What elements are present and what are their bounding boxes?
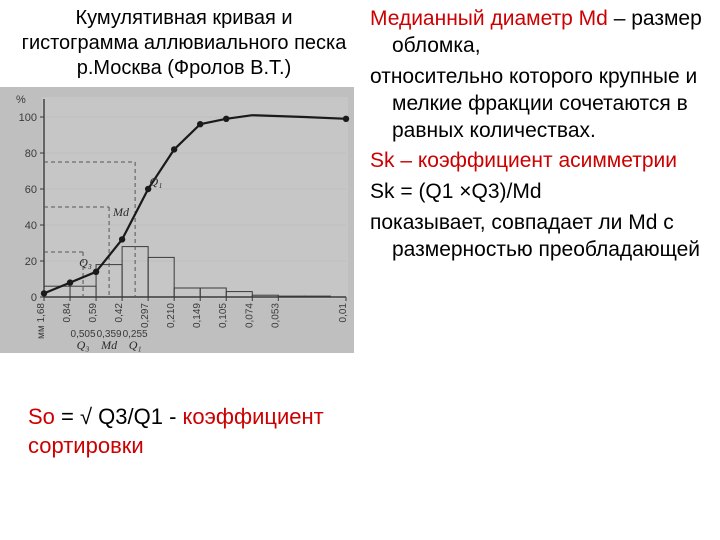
- svg-text:0,84: 0,84: [62, 303, 73, 323]
- sk-formula: Sk = (Q1 ×Q3)/Md: [370, 179, 720, 206]
- sk-head: Sk – коэффициент асимметрии: [370, 148, 720, 175]
- svg-text:60: 60: [25, 184, 37, 196]
- so-formula: So = √ Q3/Q1 - коэффициент сортировки: [0, 403, 368, 460]
- svg-text:20: 20: [25, 256, 37, 268]
- svg-text:0,210: 0,210: [166, 303, 177, 328]
- sk-tail: показывает, совпадает ли Md с размерност…: [370, 210, 720, 264]
- svg-text:%: %: [16, 94, 26, 106]
- svg-text:Q₃: Q₃: [79, 255, 92, 269]
- svg-text:Q₁: Q₁: [129, 338, 142, 352]
- svg-text:0: 0: [31, 292, 37, 304]
- svg-text:0,149: 0,149: [192, 303, 203, 328]
- cumulative-chart: 0 20 40 60 80 100% Q₃ Md Q₁ мм 1,68 0,84 0,59 0,42 0,…: [0, 87, 354, 353]
- svg-text:40: 40: [25, 220, 37, 232]
- svg-text:0,42: 0,42: [114, 303, 125, 323]
- svg-text:0,297: 0,297: [140, 303, 151, 328]
- slide: Кумулятивная кривая и гистограмма аллюви…: [0, 0, 720, 540]
- svg-text:0,053: 0,053: [270, 303, 281, 328]
- svg-text:80: 80: [25, 148, 37, 160]
- svg-text:100: 100: [19, 112, 37, 124]
- svg-text:Q₃: Q₃: [77, 338, 90, 352]
- so-eq: = √ Q3/Q1 -: [55, 404, 183, 429]
- md-definition-line1: Медианный диаметр Md – размер обломка,: [370, 6, 720, 60]
- md-definition-line2: относительно которого крупные и мелкие ф…: [370, 64, 720, 145]
- svg-text:Md: Md: [112, 205, 130, 219]
- slide-title: Кумулятивная кривая и гистограмма аллюви…: [0, 0, 368, 87]
- svg-text:0,59: 0,59: [88, 303, 99, 323]
- so-symbol: So: [28, 404, 55, 429]
- md-head: Медианный диаметр Md: [370, 7, 608, 30]
- chart-container: 0 20 40 60 80 100% Q₃ Md Q₁ мм 1,68 0,84 0,59 0,42 0,…: [0, 87, 354, 353]
- left-column: Кумулятивная кривая и гистограмма аллюви…: [0, 0, 368, 540]
- svg-text:0,01: 0,01: [338, 303, 349, 323]
- svg-text:Q₁: Q₁: [149, 174, 162, 188]
- svg-text:0,105: 0,105: [218, 303, 229, 328]
- right-column: Медианный диаметр Md – размер обломка, о…: [370, 0, 720, 540]
- svg-text:Md: Md: [100, 338, 118, 352]
- svg-text:0,074: 0,074: [244, 303, 255, 328]
- svg-text:мм 1,68: мм 1,68: [36, 303, 47, 339]
